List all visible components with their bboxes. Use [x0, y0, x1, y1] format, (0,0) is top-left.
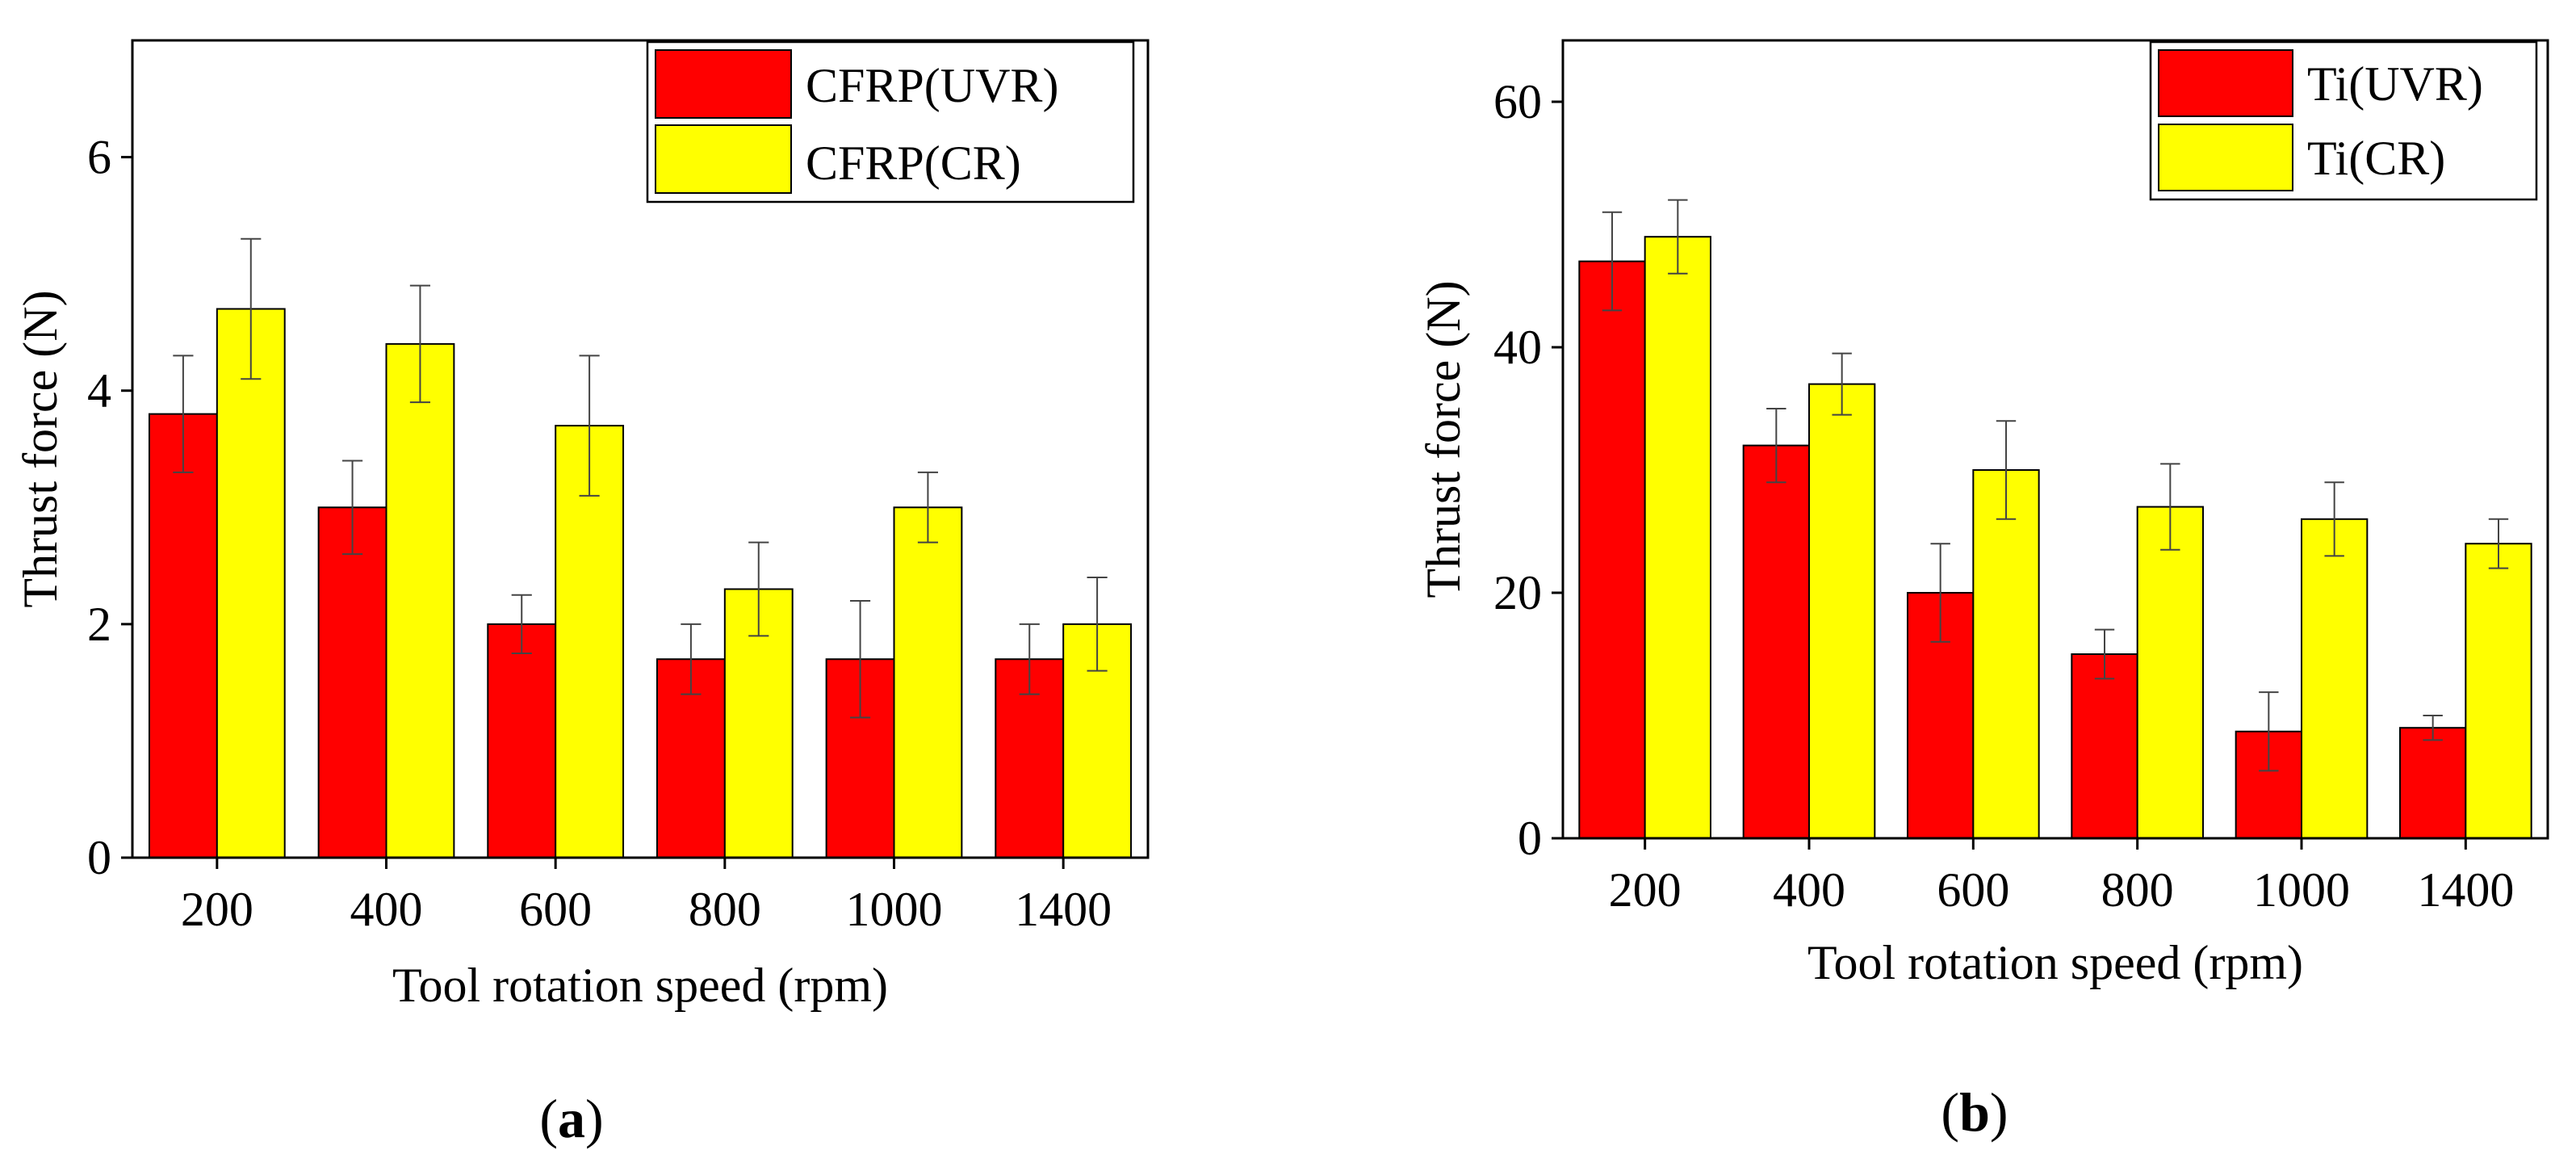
- error-bar: [1930, 543, 1950, 643]
- error-bar: [2423, 715, 2443, 741]
- y-axis-ticks: 0 2 4 6: [87, 131, 132, 884]
- error-bar: [849, 599, 871, 719]
- bar-uvr: [317, 506, 387, 858]
- legend-label-cr: Ti(CR): [2307, 132, 2445, 185]
- bar-cr: [555, 425, 625, 858]
- y-tick-label: 20: [1493, 566, 1542, 619]
- x-tick-label: 200: [1609, 863, 1682, 917]
- legend-label-uvr: Ti(UVR): [2307, 57, 2483, 111]
- x-tick-label: 800: [2101, 863, 2174, 917]
- error-bars-group: [173, 237, 1108, 719]
- x-tick-label: 400: [1773, 863, 1845, 917]
- error-bar: [2094, 628, 2115, 680]
- bar-uvr: [1578, 260, 1646, 840]
- x-tick-label: 600: [1937, 863, 2009, 917]
- bar-uvr: [2399, 727, 2467, 840]
- error-bar: [681, 623, 702, 695]
- error-bar: [409, 284, 431, 404]
- error-bar: [511, 594, 532, 654]
- legend: Ti(UVR) Ti(CR): [2149, 40, 2538, 201]
- x-axis-title: Tool rotation speed (rpm): [1807, 936, 2303, 989]
- bars-group: [1578, 236, 2532, 840]
- y-tick-label: 60: [1493, 75, 1542, 128]
- x-tick-label: 800: [689, 883, 761, 936]
- bar-uvr: [2071, 653, 2138, 839]
- y-tick-label: 6: [87, 131, 111, 184]
- error-bar: [2324, 481, 2344, 557]
- x-tick-label: 1000: [846, 883, 943, 936]
- error-bar: [173, 355, 194, 473]
- panel-letter-a: a: [558, 1088, 585, 1149]
- x-tick-label: 1000: [2253, 863, 2350, 917]
- legend-swatch-cr: [655, 124, 792, 194]
- error-bars-group: [1602, 199, 2509, 772]
- error-bar: [241, 237, 262, 380]
- x-tick-label: 200: [181, 883, 253, 936]
- panel-label-a: (a): [539, 1088, 603, 1149]
- legend-swatch-uvr: [655, 49, 792, 119]
- bar-cr: [893, 506, 963, 858]
- error-bar: [1766, 408, 1786, 484]
- x-tick-label: 600: [519, 883, 592, 936]
- legend-label-uvr: CFRP(UVR): [806, 59, 1058, 112]
- bar-uvr: [487, 623, 557, 858]
- x-axis-title: Tool rotation speed (rpm): [392, 959, 888, 1012]
- error-bar: [1602, 211, 1623, 312]
- x-tick-label: 400: [350, 883, 423, 936]
- x-axis-ticks: 200 400 600 800 1000 1400: [1609, 838, 2514, 917]
- error-bar: [2160, 463, 2180, 551]
- x-axis-ticks: 200 400 600 800 1000 1400: [181, 858, 1112, 936]
- bar-cr: [2136, 506, 2205, 839]
- error-bar: [1996, 420, 2017, 520]
- y-axis-title: Thrust force (N): [14, 290, 67, 607]
- y-axis-title: Thrust force (N): [1417, 280, 1470, 598]
- error-bar: [1668, 199, 1688, 275]
- bars-group: [148, 308, 1133, 858]
- plot-frame: [131, 39, 1150, 859]
- error-bar: [748, 541, 769, 637]
- error-bar: [579, 355, 600, 497]
- y-tick-label: 4: [87, 364, 111, 418]
- chart-b: 0 20 40 60 200 400 600 800 1000 1400 Thrust forc…: [1417, 39, 2549, 1143]
- legend-swatch-cr: [2158, 124, 2293, 191]
- bar-uvr: [1742, 444, 1811, 839]
- y-tick-label: 40: [1493, 321, 1542, 374]
- bar-uvr: [148, 413, 218, 858]
- bar-cr: [2301, 518, 2369, 839]
- y-tick-label: 2: [87, 598, 111, 651]
- legend-swatch-uvr: [2158, 49, 2293, 117]
- error-bar: [2488, 518, 2509, 569]
- error-bar: [1832, 352, 1852, 416]
- chart-a: 0 2 4 6 200 400 600 800 1000 1400 Thrust force (…: [14, 39, 1150, 1149]
- error-bar: [2259, 691, 2279, 772]
- error-bar: [341, 460, 363, 556]
- bar-cr: [385, 342, 455, 858]
- error-bar: [917, 471, 939, 544]
- error-bar: [1087, 577, 1108, 672]
- x-tick-label: 1400: [1015, 883, 1112, 936]
- bar-cr: [1644, 236, 1711, 839]
- bar-cr: [216, 308, 286, 858]
- error-bar: [1019, 623, 1040, 695]
- x-tick-label: 1400: [2417, 863, 2514, 917]
- panel-label-b: (b): [1941, 1081, 2008, 1143]
- legend: CFRP(UVR) CFRP(CR): [646, 40, 1135, 204]
- bar-cr: [2465, 543, 2532, 839]
- panel-letter-b: b: [1959, 1081, 1990, 1143]
- bar-cr: [1808, 383, 1876, 840]
- y-tick-label: 0: [87, 831, 111, 884]
- bar-cr: [1972, 469, 2040, 839]
- plot-frame: [1561, 39, 2549, 840]
- legend-label-cr: CFRP(CR): [806, 136, 1021, 190]
- y-axis-ticks: 0 20 40 60: [1493, 75, 1563, 865]
- y-tick-label: 0: [1518, 812, 1542, 865]
